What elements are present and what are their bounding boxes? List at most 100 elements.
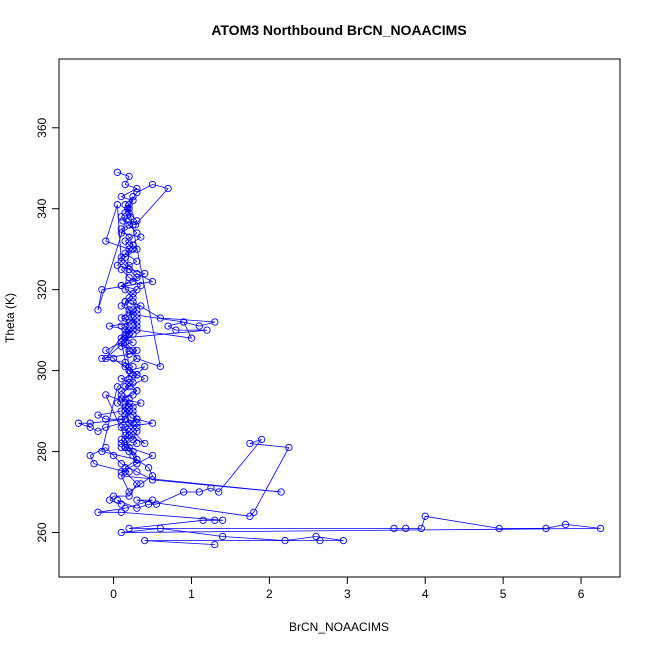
data-point (98, 286, 106, 294)
data-point (129, 371, 137, 379)
data-point (129, 245, 137, 253)
series-line-segment (132, 305, 141, 311)
data-point (113, 168, 122, 176)
data-point (137, 480, 145, 488)
data-point (125, 427, 133, 435)
data-point (257, 435, 266, 444)
series-line-segment (152, 479, 282, 493)
data-point (117, 342, 125, 350)
x-tick-label: 5 (500, 587, 507, 601)
data-point (141, 362, 149, 371)
data-point (117, 407, 125, 415)
data-point (121, 180, 129, 189)
series-line-segment (160, 317, 215, 323)
data-point (117, 213, 125, 221)
data-point (133, 322, 141, 330)
data-point (125, 330, 133, 338)
data-point (121, 338, 129, 346)
series-line-segment (109, 495, 114, 501)
x-tick-label: 3 (344, 587, 351, 601)
data-point (133, 455, 141, 464)
series-line-segment (101, 358, 126, 363)
data-point (152, 500, 161, 508)
data-point (215, 488, 223, 496)
data-point (141, 269, 149, 278)
data-point (86, 419, 94, 427)
data-point (102, 237, 110, 245)
data-point (218, 532, 227, 541)
data-point (133, 269, 141, 278)
data-point (495, 524, 503, 533)
data-point (105, 322, 114, 330)
data-point (121, 209, 129, 217)
data-point (117, 439, 125, 448)
data-point (133, 439, 141, 448)
data-point (125, 468, 133, 476)
data-point (121, 435, 129, 444)
data-point (127, 213, 135, 221)
data-point (117, 435, 125, 444)
data-point (141, 439, 149, 448)
series-line-segment (97, 414, 106, 420)
data-point (125, 261, 133, 270)
series-line-segment (132, 439, 138, 444)
data-point (148, 277, 157, 286)
data-point (117, 508, 125, 516)
data-point (94, 306, 102, 314)
data-point (133, 496, 141, 504)
data-point (117, 265, 125, 274)
series-line-segment (160, 528, 223, 537)
data-point (109, 354, 118, 363)
data-point (125, 306, 133, 314)
data-point (98, 354, 106, 363)
data-point (129, 435, 137, 444)
data-point (125, 310, 133, 318)
data-point (148, 180, 157, 189)
series-line-segment (121, 345, 138, 351)
data-point (129, 326, 137, 334)
data-point (195, 322, 203, 330)
series-line-segment (125, 362, 134, 367)
data-point (180, 318, 188, 326)
data-point (117, 253, 125, 261)
y-axis: 260 280 300 320 340 360 (35, 117, 60, 543)
data-point (129, 192, 137, 201)
data-point (117, 391, 125, 399)
series-line-segment (128, 483, 138, 497)
data-point (125, 488, 133, 496)
data-point (129, 447, 137, 456)
series-line-segment (90, 418, 126, 424)
data-point (133, 419, 141, 427)
data-point (129, 290, 137, 298)
series-line-segment (117, 204, 122, 262)
data-point (121, 286, 129, 294)
series-line-segment (121, 528, 601, 533)
series-line-segment (249, 443, 289, 448)
series-line-segment (218, 439, 262, 493)
data-point (137, 399, 145, 407)
data-point (156, 362, 164, 371)
plot-area (74, 168, 605, 549)
data-point (133, 371, 141, 379)
x-tick-label: 0 (110, 587, 117, 601)
series-line-segment (78, 422, 91, 428)
data-point (121, 403, 129, 411)
series-line-segment (97, 426, 106, 432)
series-line-segment (128, 402, 141, 408)
data-point (119, 217, 127, 225)
series-line-segment (156, 491, 184, 505)
data-point (129, 407, 137, 415)
series-line-segment (117, 171, 130, 177)
data-point (133, 257, 141, 265)
series-line-segment (125, 184, 138, 189)
data-point (125, 318, 133, 326)
series-line-segment (420, 516, 426, 529)
series-line-segment (129, 519, 204, 529)
data-point (86, 451, 94, 460)
data-point (129, 427, 137, 435)
data-point (121, 314, 129, 322)
data-point (102, 423, 110, 431)
data-point (148, 476, 157, 484)
data-point (121, 399, 129, 407)
data-point (94, 411, 102, 419)
